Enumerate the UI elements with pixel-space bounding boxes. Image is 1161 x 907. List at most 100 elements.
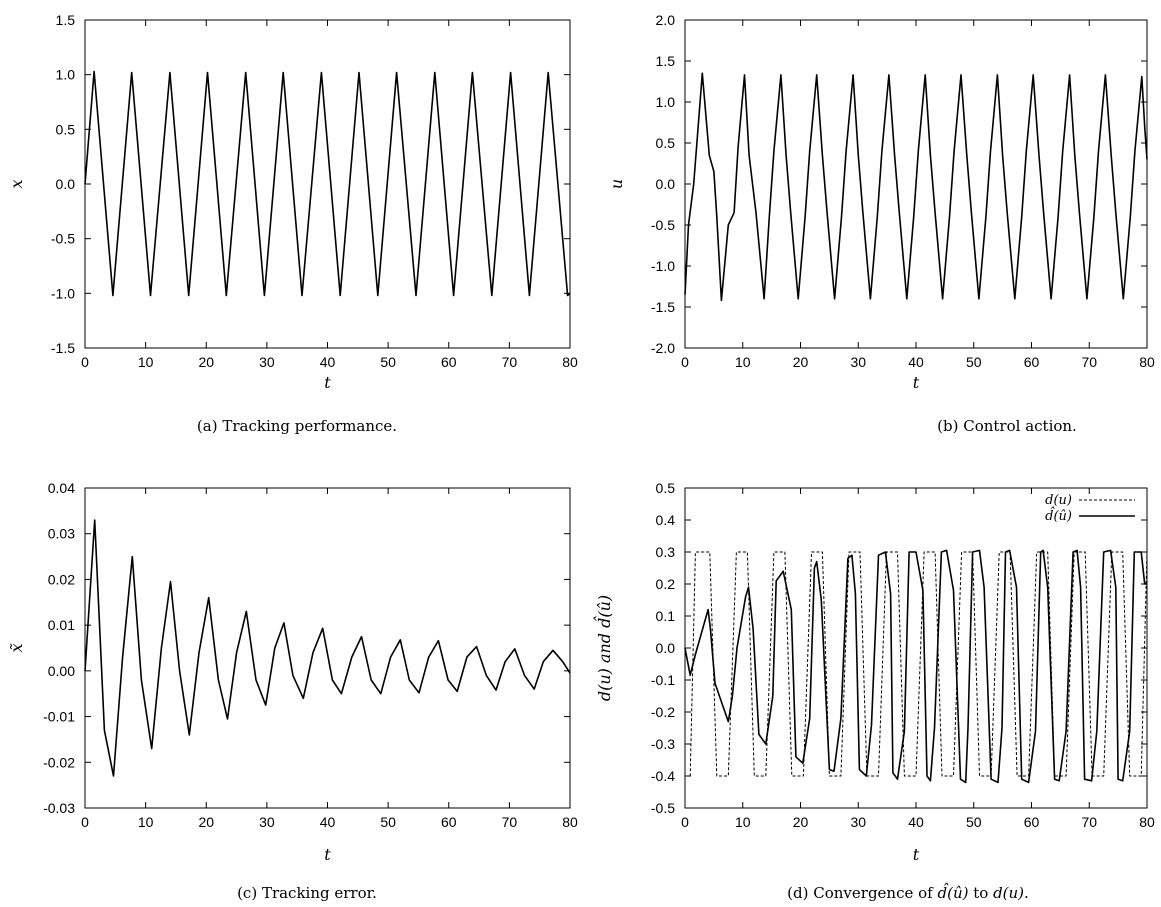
caption-d-part-3: to: [968, 884, 994, 902]
x-tick-label: 10: [735, 814, 751, 830]
series-line-1: [84, 519, 571, 777]
x-tick-label: 60: [1024, 354, 1040, 370]
y-tick-label: 0.04: [48, 480, 75, 496]
legend-label-2: d̂(û): [1045, 506, 1072, 524]
x-tick-label: 50: [966, 814, 982, 830]
y-tick-label: -0.5: [651, 800, 675, 816]
y-tick-label: -1.5: [51, 340, 75, 356]
y-axis-label: x̃: [7, 643, 26, 652]
x-tick-label: 80: [1139, 814, 1155, 830]
caption-a: (a) Tracking performance.: [196, 417, 398, 435]
caption-d-part-4: d(u): [993, 884, 1025, 902]
y-tick-label: 0.00: [48, 663, 75, 679]
chart-d: 0 10 20 30 40 50 60 70 80 0.5 0.4 0.3 0.2 0.1 0.0 -0.1 -…: [594, 480, 1155, 864]
x-tick-label: 80: [1139, 354, 1155, 370]
y-tick-label: -1.5: [651, 299, 675, 315]
y-tick-label: -0.2: [651, 704, 675, 720]
x-tick-label: 80: [562, 354, 578, 370]
caption-d: (d) Convergence of d̂(û) to d(u).: [787, 884, 1029, 902]
caption-d-part-5: .: [1024, 884, 1029, 902]
x-tick-label: 60: [441, 354, 457, 370]
y-tick-label: -0.3: [651, 736, 675, 752]
x-tick-label: 40: [908, 354, 924, 370]
y-tick-label: 0.5: [656, 480, 676, 496]
chart-a: 0 10 20 30 40 50 60 70 80 1.5 1.0 0.5 0.0 -0.5 -1.0 -1.…: [7, 12, 578, 392]
y-tick-label: -0.03: [43, 800, 75, 816]
y-tick-label: 1.5: [56, 12, 76, 28]
x-tick-label: 70: [502, 814, 518, 830]
x-tick-label: 10: [138, 354, 154, 370]
x-tick-label: 0: [681, 814, 689, 830]
y-tick-label: 2.0: [656, 12, 676, 28]
caption-d-part-1: (d) Convergence of: [787, 884, 938, 902]
x-tick-label: 60: [441, 814, 457, 830]
plot-frame: [84, 487, 571, 809]
y-tick-label: 0.1: [656, 608, 676, 624]
series-line-1: [684, 72, 1148, 302]
caption-b: (b) Control action.: [937, 417, 1077, 435]
series-line-2: [684, 549, 1147, 784]
x-tick-label: 50: [380, 814, 396, 830]
x-tick-label: 80: [562, 814, 578, 830]
x-tick-label: 20: [198, 354, 214, 370]
x-axis-label: t: [913, 845, 920, 864]
x-tick-label: 0: [681, 354, 689, 370]
x-tick-label: 0: [81, 814, 89, 830]
x-tick-label: 30: [850, 354, 866, 370]
y-tick-label: 0.2: [656, 576, 676, 592]
x-tick-label: 30: [850, 814, 866, 830]
y-tick-label: -2.0: [651, 340, 675, 356]
x-axis-label: t: [324, 845, 331, 864]
y-tick-label: 0.0: [56, 176, 76, 192]
x-tick-label: 10: [138, 814, 154, 830]
y-tick-label: 0.03: [48, 526, 75, 542]
x-axis-label: t: [324, 373, 331, 392]
x-tick-label: 70: [502, 354, 518, 370]
x-tick-label: 50: [966, 354, 982, 370]
chart-b: 0 10 20 30 40 50 60 70 80 2.0 1.5 1.0 0.5 0.0 -0.5 -1.0…: [607, 12, 1155, 392]
legend-label-1: d(u): [1045, 493, 1072, 508]
chart-c: 0 10 20 30 40 50 60 70 80 0.04 0.03 0.02 0.01 0.00 -0.…: [7, 480, 578, 864]
x-tick-label: 0: [81, 354, 89, 370]
caption-d-part-2: d̂(û): [937, 884, 969, 902]
x-tick-label: 20: [793, 354, 809, 370]
y-axis-label: u: [607, 179, 626, 189]
y-tick-label: 1.5: [656, 53, 676, 69]
x-tick-label: 20: [198, 814, 214, 830]
plot-frame: [84, 19, 571, 349]
y-tick-label: 0.5: [56, 121, 76, 137]
y-tick-label: 0.0: [656, 176, 676, 192]
x-tick-label: 40: [908, 814, 924, 830]
x-tick-label: 20: [793, 814, 809, 830]
x-tick-label: 30: [259, 354, 275, 370]
series-line-1: [84, 70, 571, 297]
x-tick-label: 70: [1081, 814, 1097, 830]
y-tick-label: 0.5: [656, 135, 676, 151]
x-tick-label: 60: [1024, 814, 1040, 830]
y-tick-label: 1.0: [656, 94, 676, 110]
y-tick-label: -0.01: [43, 709, 75, 725]
y-axis-label: d(u) and d̂(û): [594, 595, 614, 701]
y-tick-label: -0.5: [651, 217, 675, 233]
y-tick-label: -0.5: [51, 231, 75, 247]
y-tick-label: 0.02: [48, 571, 75, 587]
y-tick-label: -0.1: [651, 672, 675, 688]
caption-c: (c) Tracking error.: [237, 884, 377, 902]
x-tick-label: 10: [735, 354, 751, 370]
y-tick-label: 1.0: [56, 67, 76, 83]
x-tick-label: 70: [1081, 354, 1097, 370]
series-line-1: [685, 551, 1148, 777]
y-tick-label: -1.0: [51, 285, 75, 301]
y-tick-label: 0.01: [48, 617, 75, 633]
x-tick-label: 50: [380, 354, 396, 370]
y-tick-label: 0.4: [656, 512, 676, 528]
y-tick-label: -1.0: [651, 258, 675, 274]
y-tick-label: 0.0: [656, 640, 676, 656]
x-tick-label: 30: [259, 814, 275, 830]
x-tick-label: 40: [320, 354, 336, 370]
x-tick-label: 40: [320, 814, 336, 830]
y-tick-label: -0.4: [651, 768, 675, 784]
y-tick-label: -0.02: [43, 754, 75, 770]
x-axis-label: t: [913, 373, 920, 392]
y-tick-label: 0.3: [656, 544, 676, 560]
